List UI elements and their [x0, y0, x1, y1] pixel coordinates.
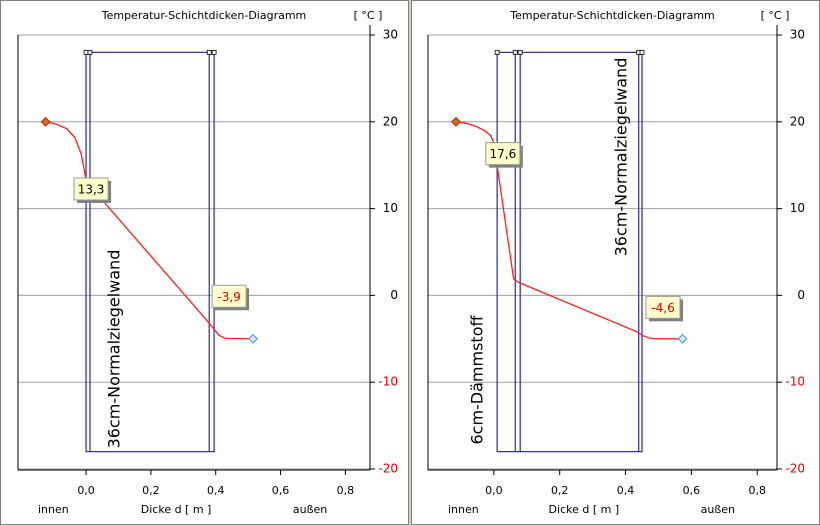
layer-top-marker — [639, 49, 645, 55]
outside-air-point — [248, 333, 258, 344]
x-tick-label: 0,0 — [77, 484, 95, 497]
inside-label: innen — [448, 503, 479, 516]
x-tick-label: 0,8 — [337, 484, 355, 497]
callout-box — [211, 284, 247, 308]
x-tick-label: 0,4 — [207, 484, 225, 497]
layer-label: 36cm-Normalziegelwand — [105, 250, 124, 449]
layer-top-marker — [87, 49, 93, 55]
y-tick-label: 0 — [390, 288, 398, 302]
chart-panel: Temperatur-Schichtdicken-Diagramm[ °C ]3… — [411, 0, 820, 525]
x-tick-label: 0,2 — [551, 484, 569, 497]
x-tick-label: 0,6 — [272, 484, 290, 497]
y-tick-label: -10 — [785, 375, 805, 389]
panel-frame — [0, 0, 409, 525]
y-tick-label: 10 — [383, 201, 398, 215]
inside-air-point — [40, 116, 51, 127]
chart-title: Temperatur-Schichtdicken-Diagramm — [509, 9, 715, 22]
x-tick-label: 0,0 — [485, 484, 503, 497]
inside-air-point — [451, 116, 461, 127]
y-tick-label: -20 — [378, 462, 398, 476]
y-tick-label: 20 — [790, 114, 805, 128]
callout-label: -3,9 — [217, 290, 240, 304]
callout-box — [485, 142, 521, 166]
x-tick-label: 0,8 — [748, 484, 766, 497]
chart-panel: Temperatur-Schichtdicken-Diagramm[ °C ]3… — [0, 0, 409, 525]
layer-label: 6cm-Dämmstoff — [468, 315, 487, 445]
layer-top-marker — [512, 49, 518, 55]
x-tick-label: 0,6 — [683, 484, 701, 497]
chart-title: Temperatur-Schichtdicken-Diagramm — [101, 9, 307, 22]
x-axis-label: Dicke d [ m ] — [549, 503, 620, 516]
y-tick-label: -10 — [378, 375, 398, 389]
callout-box — [73, 177, 109, 201]
y-tick-label: 20 — [383, 114, 398, 128]
y-tick-label: -20 — [785, 462, 805, 476]
unit-label: [ °C ] — [761, 9, 790, 22]
layer-top-marker — [517, 49, 523, 55]
x-axis-label: Dicke d [ m ] — [141, 503, 212, 516]
callout-label: 17,6 — [489, 147, 516, 161]
callout-label: 13,3 — [78, 182, 105, 196]
layer-frame — [496, 51, 643, 453]
y-tick-label: 10 — [790, 201, 805, 215]
outside-air-point — [677, 333, 688, 344]
y-tick-label: 30 — [790, 28, 805, 42]
layer-label: 36cm-Normalziegelwand — [612, 58, 631, 257]
layer-top-marker — [211, 49, 217, 55]
unit-label: [ °C ] — [354, 9, 383, 22]
temperature-line — [455, 121, 683, 340]
callout-box — [645, 295, 681, 319]
layer-frame — [85, 51, 215, 453]
y-tick-label: 0 — [797, 288, 805, 302]
layer-top-marker — [206, 49, 212, 55]
callout-label: -4,6 — [651, 301, 674, 315]
y-tick-label: 30 — [383, 28, 398, 42]
outside-label: außen — [293, 503, 327, 516]
inside-label: innen — [38, 503, 69, 516]
layer-top-marker — [83, 49, 89, 55]
layer-top-marker — [494, 49, 500, 55]
x-tick-label: 0,4 — [617, 484, 635, 497]
outside-label: außen — [701, 503, 735, 516]
x-tick-label: 0,2 — [142, 484, 160, 497]
